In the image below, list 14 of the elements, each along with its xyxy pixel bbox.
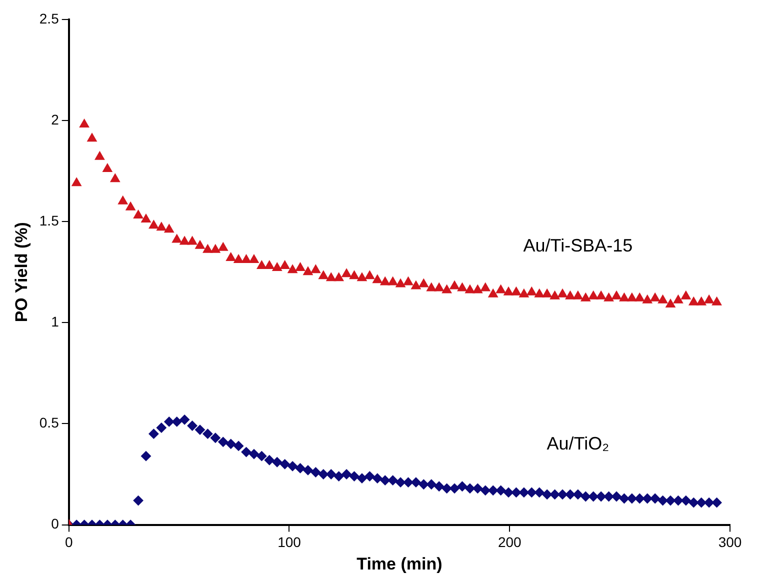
x-tick-label: 0: [64, 534, 73, 550]
y-tick-label: 1: [51, 314, 60, 330]
series-label: Au/TiO₂: [546, 433, 610, 454]
x-tick-label: 300: [718, 534, 742, 550]
y-tick-label: 0.5: [39, 414, 60, 431]
series-label: Au/Ti-SBA-15: [523, 235, 633, 256]
y-tick-label: 0: [51, 516, 60, 532]
y-tick-label: 2: [51, 111, 60, 128]
x-tick-label: 200: [498, 534, 522, 550]
y-axis-title: PO Yield (%): [12, 222, 31, 322]
y-tick-label: 2.5: [39, 10, 60, 26]
y-tick-label: 1.5: [39, 212, 60, 228]
x-axis-title: Time (min): [356, 554, 442, 574]
x-tick-label: 100: [278, 534, 302, 550]
